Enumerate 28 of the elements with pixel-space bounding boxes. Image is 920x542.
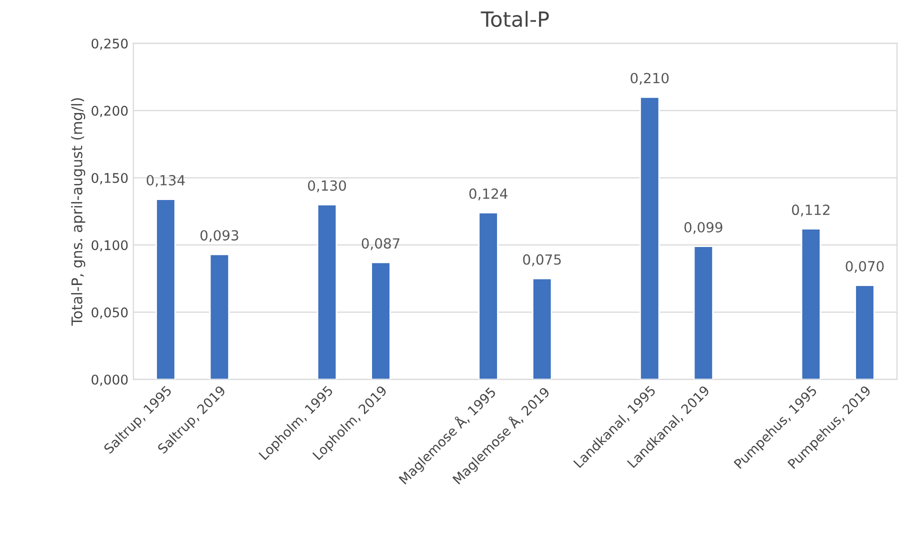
data-label: 0,130 <box>308 180 346 192</box>
bar <box>156 198 176 380</box>
bar <box>693 246 714 380</box>
chart-title: Total-P <box>480 10 549 27</box>
data-label: 0,087 <box>362 238 400 250</box>
bar <box>640 96 660 380</box>
data-label: 0,070 <box>846 261 884 273</box>
y-tick-label: 0,200 <box>92 106 128 118</box>
bar <box>316 204 338 380</box>
bar <box>800 228 822 380</box>
y-tick-label: 0,050 <box>92 307 128 319</box>
bar <box>478 212 498 380</box>
bar <box>209 254 230 380</box>
data-label: 0,134 <box>146 174 185 187</box>
data-label: 0,075 <box>523 254 561 266</box>
y-axis-title: Total-P, gns. april-august (mg/l) <box>71 98 86 326</box>
y-tick-label: 0,150 <box>92 172 128 184</box>
data-label: 0,093 <box>200 230 238 242</box>
y-tick-label: 0,000 <box>92 374 128 386</box>
data-label: 0,099 <box>684 222 722 234</box>
bar <box>532 278 552 380</box>
data-label: 0,210 <box>630 72 669 85</box>
data-label: 0,112 <box>792 204 830 216</box>
bar <box>370 262 391 380</box>
y-tick-label: 0,100 <box>92 240 128 252</box>
bar <box>854 284 875 380</box>
data-label: 0,124 <box>469 188 508 200</box>
y-tick-label: 0,250 <box>92 38 128 50</box>
